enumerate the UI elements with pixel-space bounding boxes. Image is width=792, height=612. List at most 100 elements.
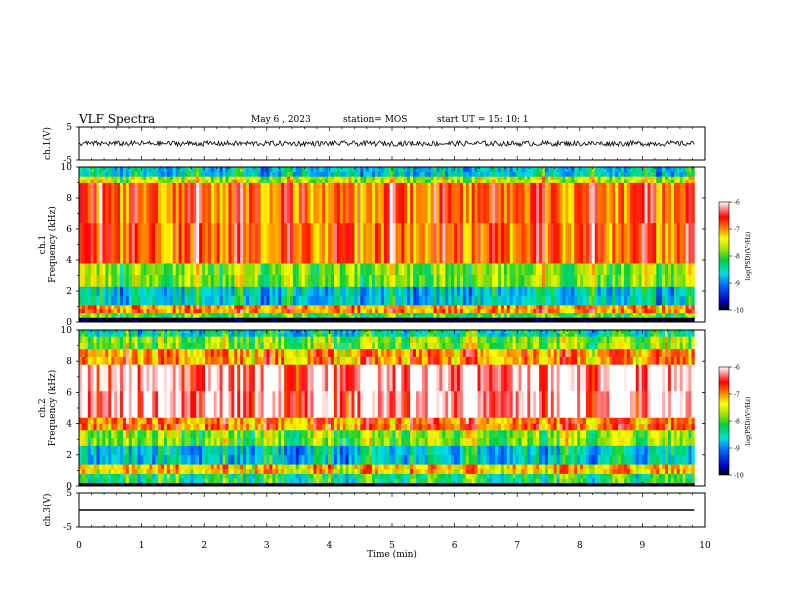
spectrogram-cell: [99, 312, 103, 316]
spectrogram-cell: [237, 167, 241, 173]
spectrogram-cell: [143, 308, 147, 314]
spectrogram-cell: [169, 342, 174, 350]
spectrogram-cell: [146, 482, 150, 485]
spectrogram-cell: [287, 464, 291, 470]
spectrogram-cell: [155, 390, 159, 418]
spectrogram-cell: [240, 356, 244, 365]
spectrogram-cell: [304, 315, 308, 318]
spectrogram-cell: [647, 317, 651, 321]
spectrogram-cell: [199, 464, 203, 470]
spectrogram-cell: [254, 437, 259, 446]
spectrogram-cell: [284, 333, 288, 337]
spectrogram-cell: [304, 176, 308, 180]
spectrogram-cell: [662, 182, 666, 224]
spectrogram-cell: [122, 171, 127, 177]
spectrogram-cell: [149, 171, 153, 177]
spectrogram-cell: [199, 263, 203, 276]
spectrogram-cell: [474, 171, 478, 177]
spectrogram-cell: [266, 429, 270, 439]
spectrogram-cell: [524, 286, 528, 297]
spectrogram-cell: [275, 295, 279, 306]
spectrogram-cell: [647, 263, 651, 276]
spectrogram-cell: [477, 179, 481, 183]
spectrogram-cell: [251, 295, 256, 306]
spectrogram-cell: [301, 445, 306, 456]
spectrogram-cell: [489, 286, 493, 297]
spectrogram-cell: [492, 286, 496, 297]
spectrogram-cell: [172, 176, 177, 180]
spectrogram-cell: [128, 319, 133, 323]
spectrogram-cell: [351, 317, 355, 321]
spectrogram-cell: [207, 312, 212, 316]
spectrogram-cell: [457, 295, 461, 306]
spectrogram-cell: [500, 304, 505, 310]
spectrogram-cell: [389, 263, 393, 276]
spectrogram-cell: [284, 482, 288, 485]
spectrogram-cell: [281, 286, 285, 297]
spectrogram-cell: [125, 167, 130, 173]
spectrogram-cell: [263, 182, 267, 224]
spectrogram-cell: [231, 348, 235, 357]
spectrogram-cell: [457, 167, 461, 173]
spectrogram-cell: [284, 317, 288, 321]
spectrogram-cell: [96, 315, 100, 318]
spectrogram-cell: [295, 348, 300, 357]
spectrogram-cell: [407, 304, 411, 310]
spectrogram-cell: [544, 286, 549, 297]
spectrogram-cell: [647, 176, 651, 180]
spectrogram-cell: [331, 304, 335, 310]
spectrogram-cell: [137, 312, 141, 316]
spectrogram-cell: [216, 336, 221, 343]
spectrogram-cell: [486, 319, 490, 323]
spectrogram-cell: [539, 222, 543, 264]
spectrogram-cell: [565, 171, 569, 177]
spectrogram-cell: [313, 167, 317, 173]
spectrogram-cell: [143, 342, 147, 350]
spectrogram-cell: [339, 312, 344, 316]
spectrogram-cell: [243, 179, 247, 183]
spectrogram-cell: [410, 315, 414, 318]
spectrogram-cell: [451, 263, 455, 276]
spectrogram-cell: [93, 317, 97, 321]
spectrogram-cell: [117, 304, 121, 310]
spectrogram-cell: [79, 317, 83, 321]
spectrogram-cell: [615, 295, 619, 306]
spectrogram-cell: [248, 295, 253, 306]
spectrogram-cell: [433, 263, 437, 276]
spectrogram-cell: [166, 315, 171, 318]
spectrogram-cell: [691, 171, 695, 177]
spectrogram-cell: [231, 473, 235, 479]
spectrogram-cell: [298, 263, 303, 276]
spectrogram-cell: [263, 473, 267, 479]
spectrogram-cell: [398, 274, 402, 287]
spectrogram-cell: [178, 315, 182, 318]
spectrogram-cell: [140, 482, 144, 485]
spectrogram-cell: [310, 315, 314, 318]
spectrogram-cell: [263, 336, 267, 343]
spectrogram-cell: [653, 182, 657, 224]
spectrogram-cell: [462, 308, 467, 314]
spectrogram-cell: [175, 342, 180, 350]
spectrogram-cell: [102, 176, 106, 180]
spectrogram-cell: [583, 295, 587, 306]
spectrogram-cell: [304, 423, 308, 431]
spectrogram-cell: [310, 308, 314, 314]
spectrogram-cell: [143, 182, 147, 224]
spectrogram-cell: [263, 429, 267, 439]
spectrogram-cell: [462, 171, 467, 177]
spectrogram-cell: [650, 167, 654, 173]
spectrogram-cell: [284, 286, 288, 297]
spectrogram-cell: [246, 429, 250, 439]
spectrogram-cell: [205, 330, 209, 334]
spectrogram-cell: [125, 333, 130, 337]
spectrogram-cell: [527, 286, 531, 297]
spectrogram-cell: [292, 348, 297, 357]
spectrogram-cell: [395, 263, 399, 276]
spectrogram-cell: [219, 390, 223, 418]
spectrogram-cell: [448, 317, 452, 321]
spectrogram-cell: [248, 179, 253, 183]
spectrogram-cell: [509, 263, 514, 276]
spectrogram-cell: [577, 167, 581, 173]
spectrogram-cell: [120, 423, 124, 431]
spectrogram-cell: [152, 348, 156, 357]
